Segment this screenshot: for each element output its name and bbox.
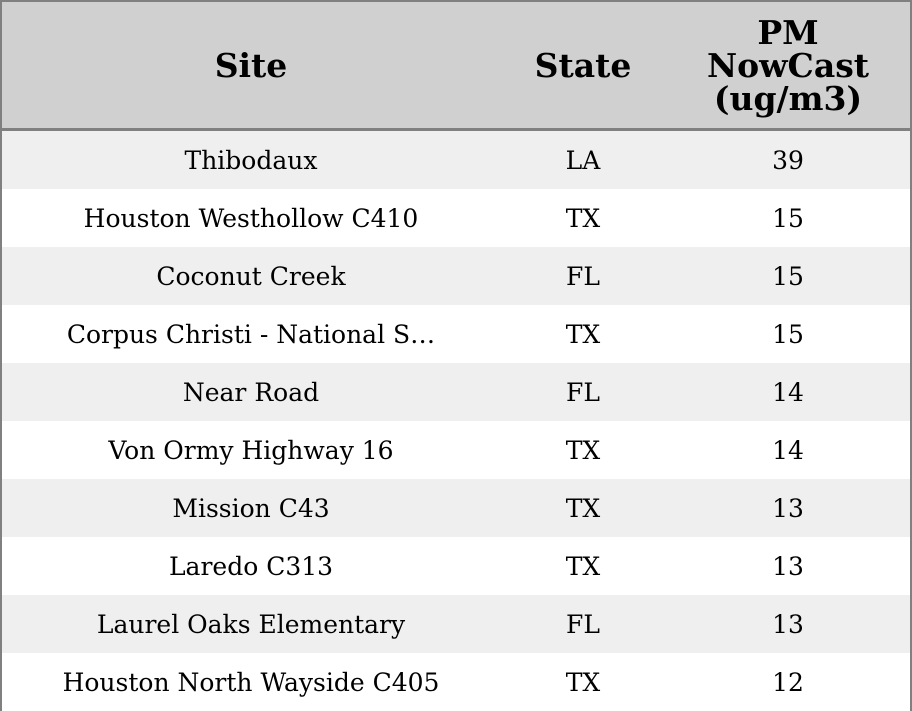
table-cell: 14	[666, 363, 910, 421]
table-cell: 13	[666, 537, 910, 595]
table-cell: Mission C43	[2, 479, 500, 537]
table-row: Von Ormy Highway 16 TX 14	[2, 421, 910, 479]
table-header: Site State PM NowCast (ug/m3)	[2, 2, 910, 131]
header-cell: State	[500, 2, 666, 131]
table-row: Corpus Christi - National S… TX 15	[2, 305, 910, 363]
table-cell: 15	[666, 189, 910, 247]
table-cell: Laurel Oaks Elementary	[2, 595, 500, 653]
header-row: Site State PM NowCast (ug/m3)	[2, 2, 910, 131]
table-row: Coconut Creek FL 15	[2, 247, 910, 305]
table-cell: TX	[500, 305, 666, 363]
table-cell: Near Road	[2, 363, 500, 421]
table-cell: TX	[500, 479, 666, 537]
header-cell: Site	[2, 2, 500, 131]
table-row: Houston North Wayside C405 TX 12	[2, 653, 910, 711]
table-cell: TX	[500, 653, 666, 711]
table-row: Near Road FL 14	[2, 363, 910, 421]
table-cell: Thibodaux	[2, 129, 500, 189]
table-cell: 15	[666, 305, 910, 363]
table-cell: Laredo C313	[2, 537, 500, 595]
table-cell: 13	[666, 479, 910, 537]
table-cell: 15	[666, 247, 910, 305]
table-cell: FL	[500, 595, 666, 653]
table-cell: Houston North Wayside C405	[2, 653, 500, 711]
table-cell: Houston Westhollow C410	[2, 189, 500, 247]
header-text: PM NowCast (ug/m3)	[706, 12, 870, 118]
table-body: Thibodaux LA 39 Houston Westhollow C410 TX 15…	[2, 129, 910, 711]
table-cell: Coconut Creek	[2, 247, 500, 305]
table-cell: Corpus Christi - National S…	[2, 305, 500, 363]
table-row: Houston Westhollow C410 TX 15	[2, 189, 910, 247]
table-row: Thibodaux LA 39	[2, 129, 910, 189]
table-cell: FL	[500, 247, 666, 305]
table-cell: TX	[500, 421, 666, 479]
table-cell: 13	[666, 595, 910, 653]
table-cell: TX	[500, 537, 666, 595]
table-row: Laredo C313 TX 13	[2, 537, 910, 595]
table-cell: 39	[666, 129, 910, 189]
table-cell: 14	[666, 421, 910, 479]
table-cell: TX	[500, 189, 666, 247]
table-cell: Von Ormy Highway 16	[2, 421, 500, 479]
header-cell: PM NowCast (ug/m3)	[666, 2, 910, 131]
table-cell: LA	[500, 129, 666, 189]
table-cell: FL	[500, 363, 666, 421]
table-row: Laurel Oaks Elementary FL 13	[2, 595, 910, 653]
table-row: Mission C43 TX 13	[2, 479, 910, 537]
table-cell: 12	[666, 653, 910, 711]
